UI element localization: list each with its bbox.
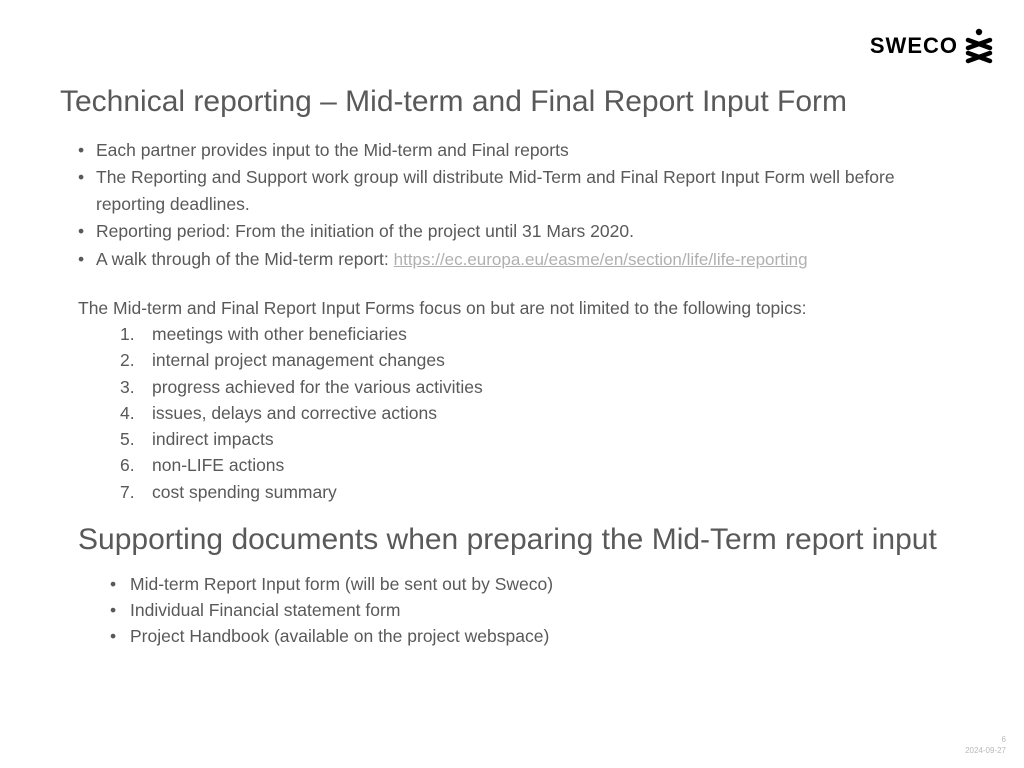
page-number: 6 (965, 734, 1006, 745)
list-item: non-LIFE actions (120, 452, 964, 478)
footer: 6 2024-09-27 (965, 734, 1006, 756)
list-item: Project Handbook (available on the proje… (110, 623, 964, 649)
list-item: progress achieved for the various activi… (120, 374, 964, 400)
main-heading: Technical reporting – Mid-term and Final… (60, 85, 964, 119)
intro-text: The Mid-term and Final Report Input Form… (60, 295, 964, 321)
list-item: internal project management changes (120, 347, 964, 373)
bullet-list-2: Mid-term Report Input form (will be sent… (60, 571, 964, 650)
sub-heading: Supporting documents when preparing the … (60, 523, 964, 557)
numbered-list: meetings with other beneficiaries intern… (60, 321, 964, 505)
list-item: A walk through of the Mid-term report: h… (78, 246, 964, 273)
list-item: cost spending summary (120, 479, 964, 505)
list-item: Individual Financial statement form (110, 597, 964, 623)
list-item: meetings with other beneficiaries (120, 321, 964, 347)
bullet-list-1: Each partner provides input to the Mid-t… (60, 137, 964, 273)
logo-text: SWECO (870, 33, 958, 59)
list-item: The Reporting and Support work group wil… (78, 164, 964, 218)
logo: SWECO (870, 28, 994, 64)
list-item: Mid-term Report Input form (will be sent… (110, 571, 964, 597)
list-item-text: A walk through of the Mid-term report: (96, 249, 394, 269)
list-item: indirect impacts (120, 426, 964, 452)
list-item: issues, delays and corrective actions (120, 400, 964, 426)
slide-content: Technical reporting – Mid-term and Final… (0, 0, 1024, 650)
list-item: Each partner provides input to the Mid-t… (78, 137, 964, 164)
footer-date: 2024-09-27 (965, 745, 1006, 756)
logo-mark-icon (964, 28, 994, 64)
walkthrough-link[interactable]: https://ec.europa.eu/easme/en/section/li… (394, 250, 808, 269)
list-item: Reporting period: From the initiation of… (78, 218, 964, 245)
